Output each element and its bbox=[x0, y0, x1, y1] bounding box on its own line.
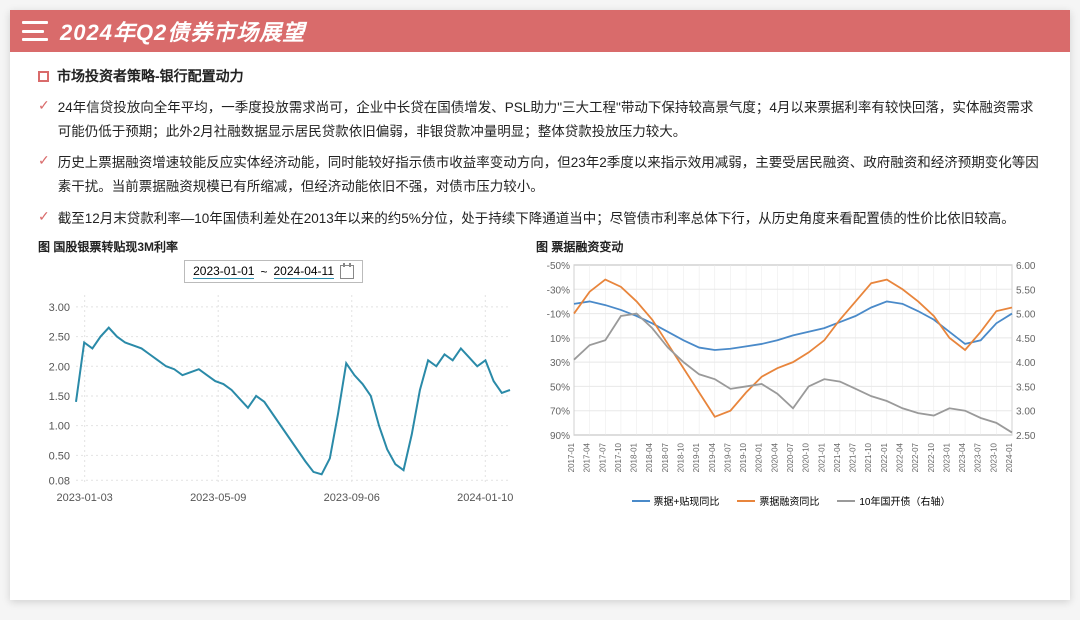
date-end: 2024-04-11 bbox=[274, 264, 335, 279]
svg-text:2020-01: 2020-01 bbox=[755, 443, 764, 473]
date-start: 2023-01-01 bbox=[193, 264, 254, 279]
menu-icon bbox=[22, 21, 48, 41]
svg-text:5.50: 5.50 bbox=[1016, 285, 1036, 296]
chart2-svg: -50% -30% -10% 10% 30% 50% 70% 90% 2.50 3.00 3.50 4… bbox=[536, 259, 1046, 491]
svg-text:2018-04: 2018-04 bbox=[645, 443, 654, 473]
header-bar: 2024年Q2债券市场展望 bbox=[10, 10, 1070, 52]
svg-text:2018-07: 2018-07 bbox=[661, 443, 670, 473]
svg-text:0.08: 0.08 bbox=[49, 475, 70, 487]
svg-text:2019-01: 2019-01 bbox=[692, 443, 701, 473]
page-title: 2024年Q2债券市场展望 bbox=[60, 15, 305, 47]
chart-left: 图 国股银票转贴现3M利率 2023-01-01 ~ 2024-04-11 0.… bbox=[38, 238, 518, 509]
svg-text:2023-09-06: 2023-09-06 bbox=[324, 492, 380, 504]
chart2-legend: 票据+贴现同比 票据融资同比 10年国开债（右轴） bbox=[536, 493, 1046, 508]
svg-text:2024-01: 2024-01 bbox=[1005, 443, 1014, 473]
svg-text:6.00: 6.00 bbox=[1016, 261, 1036, 272]
svg-text:2023-01-03: 2023-01-03 bbox=[57, 492, 113, 504]
svg-text:4.00: 4.00 bbox=[1016, 358, 1036, 369]
svg-text:2021-07: 2021-07 bbox=[849, 443, 858, 473]
chart2-title: 图 票据融资变动 bbox=[536, 238, 1046, 255]
svg-text:0.50: 0.50 bbox=[49, 450, 70, 462]
bullet-row: ✓ 24年信贷投放向全年平均，一季度投放需求尚可，企业中长贷在国债增发、PSL助力… bbox=[38, 96, 1042, 143]
svg-text:2017-01: 2017-01 bbox=[567, 443, 576, 473]
svg-text:2019-04: 2019-04 bbox=[708, 443, 717, 473]
svg-text:2023-04: 2023-04 bbox=[958, 443, 967, 473]
check-icon: ✓ bbox=[38, 97, 50, 114]
bullet-square-icon bbox=[38, 71, 49, 82]
svg-text:2.00: 2.00 bbox=[49, 361, 70, 373]
svg-text:2017-07: 2017-07 bbox=[598, 443, 607, 473]
svg-text:4.50: 4.50 bbox=[1016, 334, 1036, 345]
legend-item: 10年国开债（右轴） bbox=[837, 493, 950, 508]
svg-text:2022-10: 2022-10 bbox=[927, 443, 936, 473]
svg-text:2023-07: 2023-07 bbox=[974, 443, 983, 473]
svg-text:3.00: 3.00 bbox=[1016, 407, 1036, 418]
svg-text:2017-04: 2017-04 bbox=[583, 443, 592, 473]
svg-text:-50%: -50% bbox=[547, 261, 570, 272]
date-range-picker[interactable]: 2023-01-01 ~ 2024-04-11 bbox=[184, 260, 363, 283]
svg-text:70%: 70% bbox=[550, 407, 570, 418]
svg-text:30%: 30% bbox=[550, 358, 570, 369]
svg-text:2021-01: 2021-01 bbox=[817, 443, 826, 473]
svg-text:3.50: 3.50 bbox=[1016, 383, 1036, 394]
svg-text:2022-07: 2022-07 bbox=[911, 443, 920, 473]
bullet-text: 24年信贷投放向全年平均，一季度投放需求尚可，企业中长贷在国债增发、PSL助力"… bbox=[58, 96, 1042, 143]
svg-text:1.50: 1.50 bbox=[49, 391, 70, 403]
svg-text:2020-07: 2020-07 bbox=[786, 443, 795, 473]
svg-text:2022-01: 2022-01 bbox=[880, 443, 889, 473]
svg-text:1.00: 1.00 bbox=[49, 421, 70, 433]
bullet-row: ✓ 历史上票据融资增速较能反应实体经济动能，同时能较好指示债市收益率变动方向，但2… bbox=[38, 151, 1042, 198]
svg-text:-10%: -10% bbox=[547, 310, 570, 321]
svg-text:2019-10: 2019-10 bbox=[739, 443, 748, 473]
svg-text:90%: 90% bbox=[550, 431, 570, 442]
svg-text:3.00: 3.00 bbox=[49, 302, 70, 314]
svg-text:2.50: 2.50 bbox=[49, 332, 70, 344]
subtitle: 市场投资者策略-银行配置动力 bbox=[57, 66, 244, 86]
svg-text:2020-10: 2020-10 bbox=[802, 443, 811, 473]
svg-text:10%: 10% bbox=[550, 334, 570, 345]
svg-text:2023-01: 2023-01 bbox=[942, 443, 951, 473]
bullet-text: 历史上票据融资增速较能反应实体经济动能，同时能较好指示债市收益率变动方向，但23… bbox=[58, 151, 1042, 198]
svg-text:2018-10: 2018-10 bbox=[677, 443, 686, 473]
svg-text:2018-01: 2018-01 bbox=[630, 443, 639, 473]
legend-item: 票据+贴现同比 bbox=[632, 493, 720, 508]
svg-text:-30%: -30% bbox=[547, 285, 570, 296]
svg-text:2019-07: 2019-07 bbox=[723, 443, 732, 473]
chart1-title: 图 国股银票转贴现3M利率 bbox=[38, 238, 518, 255]
calendar-icon bbox=[340, 265, 354, 279]
chart1-svg: 0.08 0.50 1.00 1.50 2.00 2.50 3.00 2023-01-03 20… bbox=[38, 259, 518, 509]
svg-text:50%: 50% bbox=[550, 383, 570, 394]
legend-item: 票据融资同比 bbox=[737, 493, 819, 508]
bullet-row: ✓ 截至12月末贷款利率—10年国债利差处在2013年以来的约5%分位，处于持续下… bbox=[38, 207, 1042, 231]
svg-text:2.50: 2.50 bbox=[1016, 431, 1036, 442]
check-icon: ✓ bbox=[38, 208, 50, 225]
svg-text:2021-10: 2021-10 bbox=[864, 443, 873, 473]
check-icon: ✓ bbox=[38, 152, 50, 169]
svg-text:2021-04: 2021-04 bbox=[833, 443, 842, 473]
svg-text:2024-01-10: 2024-01-10 bbox=[457, 492, 513, 504]
svg-text:2023-10: 2023-10 bbox=[989, 443, 998, 473]
svg-text:2020-04: 2020-04 bbox=[770, 443, 779, 473]
svg-text:2017-10: 2017-10 bbox=[614, 443, 623, 473]
bullet-text: 截至12月末贷款利率—10年国债利差处在2013年以来的约5%分位，处于持续下降… bbox=[58, 207, 1015, 231]
svg-text:5.00: 5.00 bbox=[1016, 310, 1036, 321]
chart-right: 图 票据融资变动 -50% -30% -10% 10% 30% 50% 70% 90% 2.50… bbox=[536, 238, 1046, 509]
svg-text:2023-05-09: 2023-05-09 bbox=[190, 492, 246, 504]
svg-text:2022-04: 2022-04 bbox=[896, 443, 905, 473]
